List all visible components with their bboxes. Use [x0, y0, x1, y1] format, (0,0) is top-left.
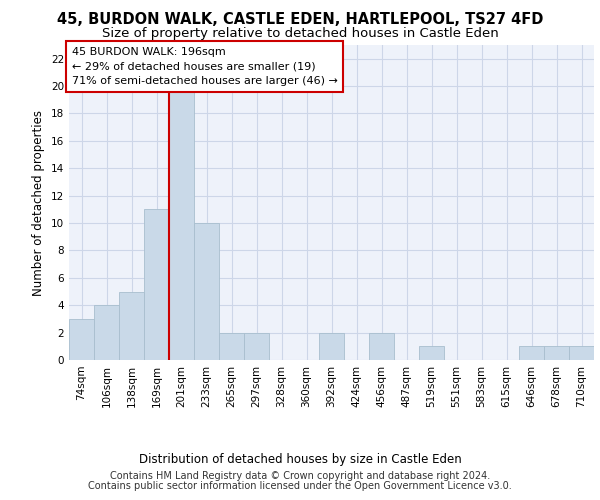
Text: 45 BURDON WALK: 196sqm
← 29% of detached houses are smaller (19)
71% of semi-det: 45 BURDON WALK: 196sqm ← 29% of detached…	[71, 46, 337, 86]
Text: Distribution of detached houses by size in Castle Eden: Distribution of detached houses by size …	[139, 453, 461, 466]
Bar	[219, 332, 244, 360]
Text: Contains public sector information licensed under the Open Government Licence v3: Contains public sector information licen…	[88, 481, 512, 491]
Bar	[144, 210, 169, 360]
Bar	[69, 319, 94, 360]
Bar	[519, 346, 544, 360]
Bar	[94, 305, 119, 360]
Text: 45, BURDON WALK, CASTLE EDEN, HARTLEPOOL, TS27 4FD: 45, BURDON WALK, CASTLE EDEN, HARTLEPOOL…	[57, 12, 543, 28]
Bar	[569, 346, 594, 360]
Bar	[119, 292, 144, 360]
Bar	[319, 332, 344, 360]
Bar	[194, 223, 219, 360]
Bar	[369, 332, 394, 360]
Y-axis label: Number of detached properties: Number of detached properties	[32, 110, 46, 296]
Bar	[244, 332, 269, 360]
Text: Contains HM Land Registry data © Crown copyright and database right 2024.: Contains HM Land Registry data © Crown c…	[110, 471, 490, 481]
Bar	[544, 346, 569, 360]
Bar	[169, 86, 194, 360]
Text: Size of property relative to detached houses in Castle Eden: Size of property relative to detached ho…	[101, 28, 499, 40]
Bar	[419, 346, 444, 360]
